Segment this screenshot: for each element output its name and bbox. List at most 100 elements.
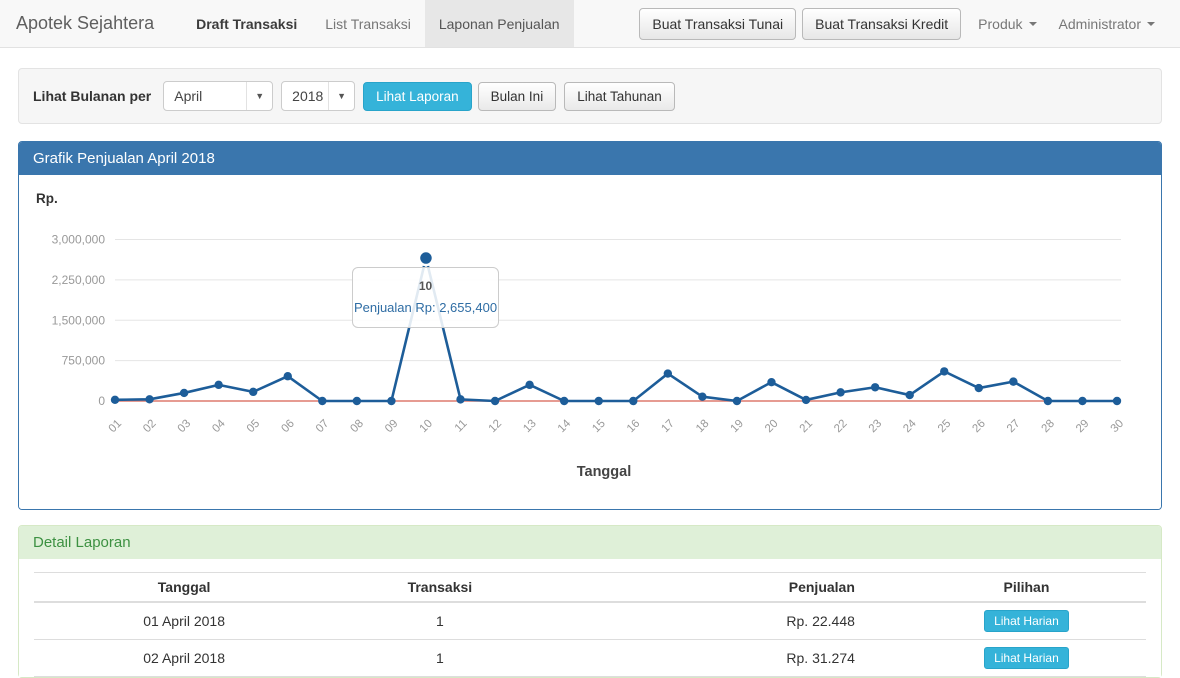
sales-line-chart[interactable]: 0 750,000 1,500,000 2,250,000 3,000,000 01 02 0… bbox=[19, 175, 1161, 508]
x-tick-label: 21 bbox=[798, 418, 816, 436]
x-tick-label: 06 bbox=[279, 418, 297, 436]
x-tick-label: 23 bbox=[867, 418, 885, 436]
data-point bbox=[698, 392, 707, 401]
lihat-harian-button[interactable]: Lihat Harian bbox=[984, 610, 1069, 632]
data-point bbox=[801, 395, 811, 405]
x-tick-label: 10 bbox=[418, 418, 436, 436]
y-tick-label: 2,250,000 bbox=[52, 273, 106, 287]
data-point bbox=[767, 377, 776, 387]
lihat-tahunan-button[interactable]: Lihat Tahunan bbox=[564, 81, 675, 111]
chevron-down-icon: ▼ bbox=[328, 82, 354, 110]
data-point bbox=[249, 387, 258, 397]
x-tick-label: 17 bbox=[659, 418, 677, 436]
detail-table: Tanggal Transaksi Penjualan Pilihan 01 Apri… bbox=[34, 572, 1146, 677]
x-tick-label: 07 bbox=[314, 418, 332, 436]
data-point bbox=[974, 383, 983, 393]
produk-dropdown[interactable]: Produk bbox=[967, 16, 1047, 32]
table-row: 02 April 2018 1 Rp. 31.274 Lihat Harian bbox=[34, 639, 1146, 677]
data-point bbox=[179, 388, 189, 398]
chart-panel: Grafik Penjualan April 2018 Rp. 0 750,000… bbox=[18, 141, 1162, 510]
data-point bbox=[1043, 396, 1053, 406]
data-point bbox=[1078, 396, 1087, 406]
data-point bbox=[318, 396, 327, 406]
chart-tooltip: 10 Penjualan Rp: 2,655,400 bbox=[352, 267, 499, 328]
app-brand[interactable]: Apotek Sejahtera bbox=[16, 13, 155, 33]
data-point bbox=[214, 380, 223, 390]
buat-transaksi-kredit-button[interactable]: Buat Transaksi Kredit bbox=[802, 7, 962, 40]
chart-area: Rp. 0 750,000 1,500,000 2,250,000 3,000,000 0… bbox=[19, 175, 1161, 509]
bulan-ini-button[interactable]: Bulan Ini bbox=[477, 81, 557, 111]
y-tick-label: 1,500,000 bbox=[52, 313, 106, 327]
navbar: Apotek Sejahtera Draft Transaksi List Tra… bbox=[0, 0, 1180, 48]
administrator-dropdown[interactable]: Administrator bbox=[1048, 16, 1166, 32]
y-tick-label: 0 bbox=[98, 394, 105, 408]
x-tick-label: 05 bbox=[245, 418, 263, 436]
x-tick-label: 25 bbox=[936, 418, 954, 436]
x-tick-label: 11 bbox=[453, 418, 470, 435]
data-point bbox=[352, 396, 362, 406]
cell-transaksi: 1 bbox=[334, 602, 546, 640]
x-tick-label: 16 bbox=[625, 418, 643, 436]
cell-pilihan: Lihat Harian bbox=[906, 639, 1146, 677]
lihat-laporan-button[interactable]: Lihat Laporan bbox=[363, 81, 472, 111]
x-tick-label: 08 bbox=[348, 418, 366, 436]
cell-tanggal: 01 April 2018 bbox=[34, 602, 335, 640]
x-tick-label: 28 bbox=[1039, 418, 1057, 436]
x-tick-label: 26 bbox=[970, 418, 988, 436]
cell-pilihan: Lihat Harian bbox=[906, 602, 1146, 640]
x-tick-label: 12 bbox=[487, 418, 505, 436]
data-point bbox=[870, 383, 880, 392]
data-point bbox=[940, 367, 949, 376]
x-tick-label: 13 bbox=[521, 418, 539, 436]
filter-bar: Lihat Bulanan per April ▼ 2018 ▼ Lihat L… bbox=[18, 68, 1162, 124]
year-select-value: 2018 bbox=[292, 88, 324, 104]
x-tick-label: 29 bbox=[1074, 418, 1092, 436]
data-point bbox=[629, 396, 638, 406]
cell-penjualan: Rp. 22.448 bbox=[545, 602, 907, 640]
filter-label: Lihat Bulanan per bbox=[33, 88, 152, 104]
nav-tabs: Draft Transaksi List Transaksi Laponan Pen… bbox=[182, 0, 574, 47]
data-point bbox=[525, 380, 534, 390]
column-header-pilihan: Pilihan bbox=[906, 572, 1146, 603]
data-point bbox=[456, 395, 465, 404]
x-tick-label: 14 bbox=[556, 417, 574, 435]
chevron-down-icon bbox=[1028, 21, 1037, 26]
x-tick-label: 24 bbox=[901, 417, 919, 435]
chevron-down-icon: ▼ bbox=[246, 82, 272, 110]
nav-tab-laponan-penjualan[interactable]: Laponan Penjualan bbox=[424, 0, 574, 47]
x-tick-label: 04 bbox=[210, 417, 228, 435]
data-point bbox=[1112, 396, 1122, 406]
x-tick-label: 18 bbox=[694, 418, 712, 436]
data-point bbox=[387, 396, 396, 406]
cell-penjualan: Rp. 31.274 bbox=[545, 639, 907, 677]
sales-line bbox=[114, 256, 1117, 403]
data-point bbox=[559, 396, 569, 406]
chart-panel-title: Grafik Penjualan April 2018 bbox=[19, 142, 1161, 175]
data-point bbox=[663, 369, 673, 378]
x-tick-label: 27 bbox=[1005, 418, 1023, 436]
data-point bbox=[1009, 377, 1018, 386]
x-tick-label: 01 bbox=[107, 418, 125, 436]
buat-transaksi-tunai-button[interactable]: Buat Transaksi Tunai bbox=[639, 7, 797, 40]
x-tick-label: 02 bbox=[141, 418, 159, 436]
lihat-harian-button[interactable]: Lihat Harian bbox=[984, 647, 1069, 669]
tooltip-value: Penjualan Rp: 2,655,400 bbox=[353, 300, 498, 315]
month-select[interactable]: April ▼ bbox=[163, 81, 274, 111]
data-point bbox=[836, 388, 845, 397]
cell-tanggal: 02 April 2018 bbox=[34, 639, 335, 677]
tooltip-day: 10 bbox=[418, 279, 433, 293]
year-select[interactable]: 2018 ▼ bbox=[281, 81, 356, 111]
data-point bbox=[490, 396, 500, 406]
active-data-point bbox=[417, 249, 435, 267]
y-tick-label: 3,000,000 bbox=[52, 233, 106, 247]
x-tick-label: 20 bbox=[763, 418, 781, 436]
nav-tab-draft-transaksi[interactable]: Draft Transaksi bbox=[196, 15, 298, 32]
nav-tab-list-transaksi[interactable]: List Transaksi bbox=[325, 15, 411, 32]
column-header-penjualan: Penjualan bbox=[545, 572, 907, 603]
data-point bbox=[283, 372, 292, 381]
chevron-down-icon bbox=[1147, 21, 1155, 26]
detail-panel: Detail Laporan Tanggal Transaksi Penjualan… bbox=[18, 525, 1162, 678]
table-row: 01 April 2018 1 Rp. 22.448 Lihat Harian bbox=[34, 602, 1146, 640]
data-point bbox=[594, 396, 603, 406]
table-header-row: Tanggal Transaksi Penjualan Pilihan bbox=[34, 572, 1146, 603]
